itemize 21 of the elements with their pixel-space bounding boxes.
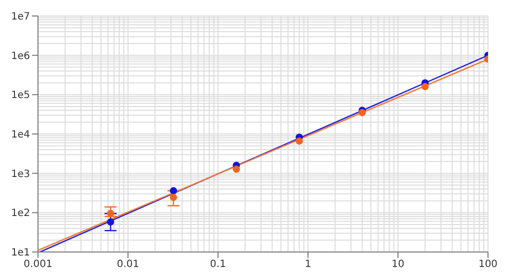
x-tick-label: 100 [478,259,498,270]
point [296,138,303,145]
y-tick-label: 1e3 [11,168,30,180]
y-tick-label: 1e1 [11,248,30,259]
point [106,210,114,217]
point [358,109,366,116]
y-tick-label: 1e2 [11,208,30,220]
x-tick-label: 0.001 [24,259,52,270]
y-tick-label: 1e6 [11,50,30,62]
y-tick-label: 1e5 [11,90,30,102]
x-tick-label: 0.1 [210,259,226,270]
x-tick-label: 1 [304,259,312,270]
y-tick-label: 1e7 [11,12,30,23]
point [106,218,114,226]
point [232,166,240,173]
y-tick-label: 1e4 [11,130,30,141]
x-tick-label: 0.01 [116,259,140,270]
point [170,187,178,194]
point [170,194,178,201]
point [421,83,429,90]
x-tick-label: 10 [392,259,404,270]
